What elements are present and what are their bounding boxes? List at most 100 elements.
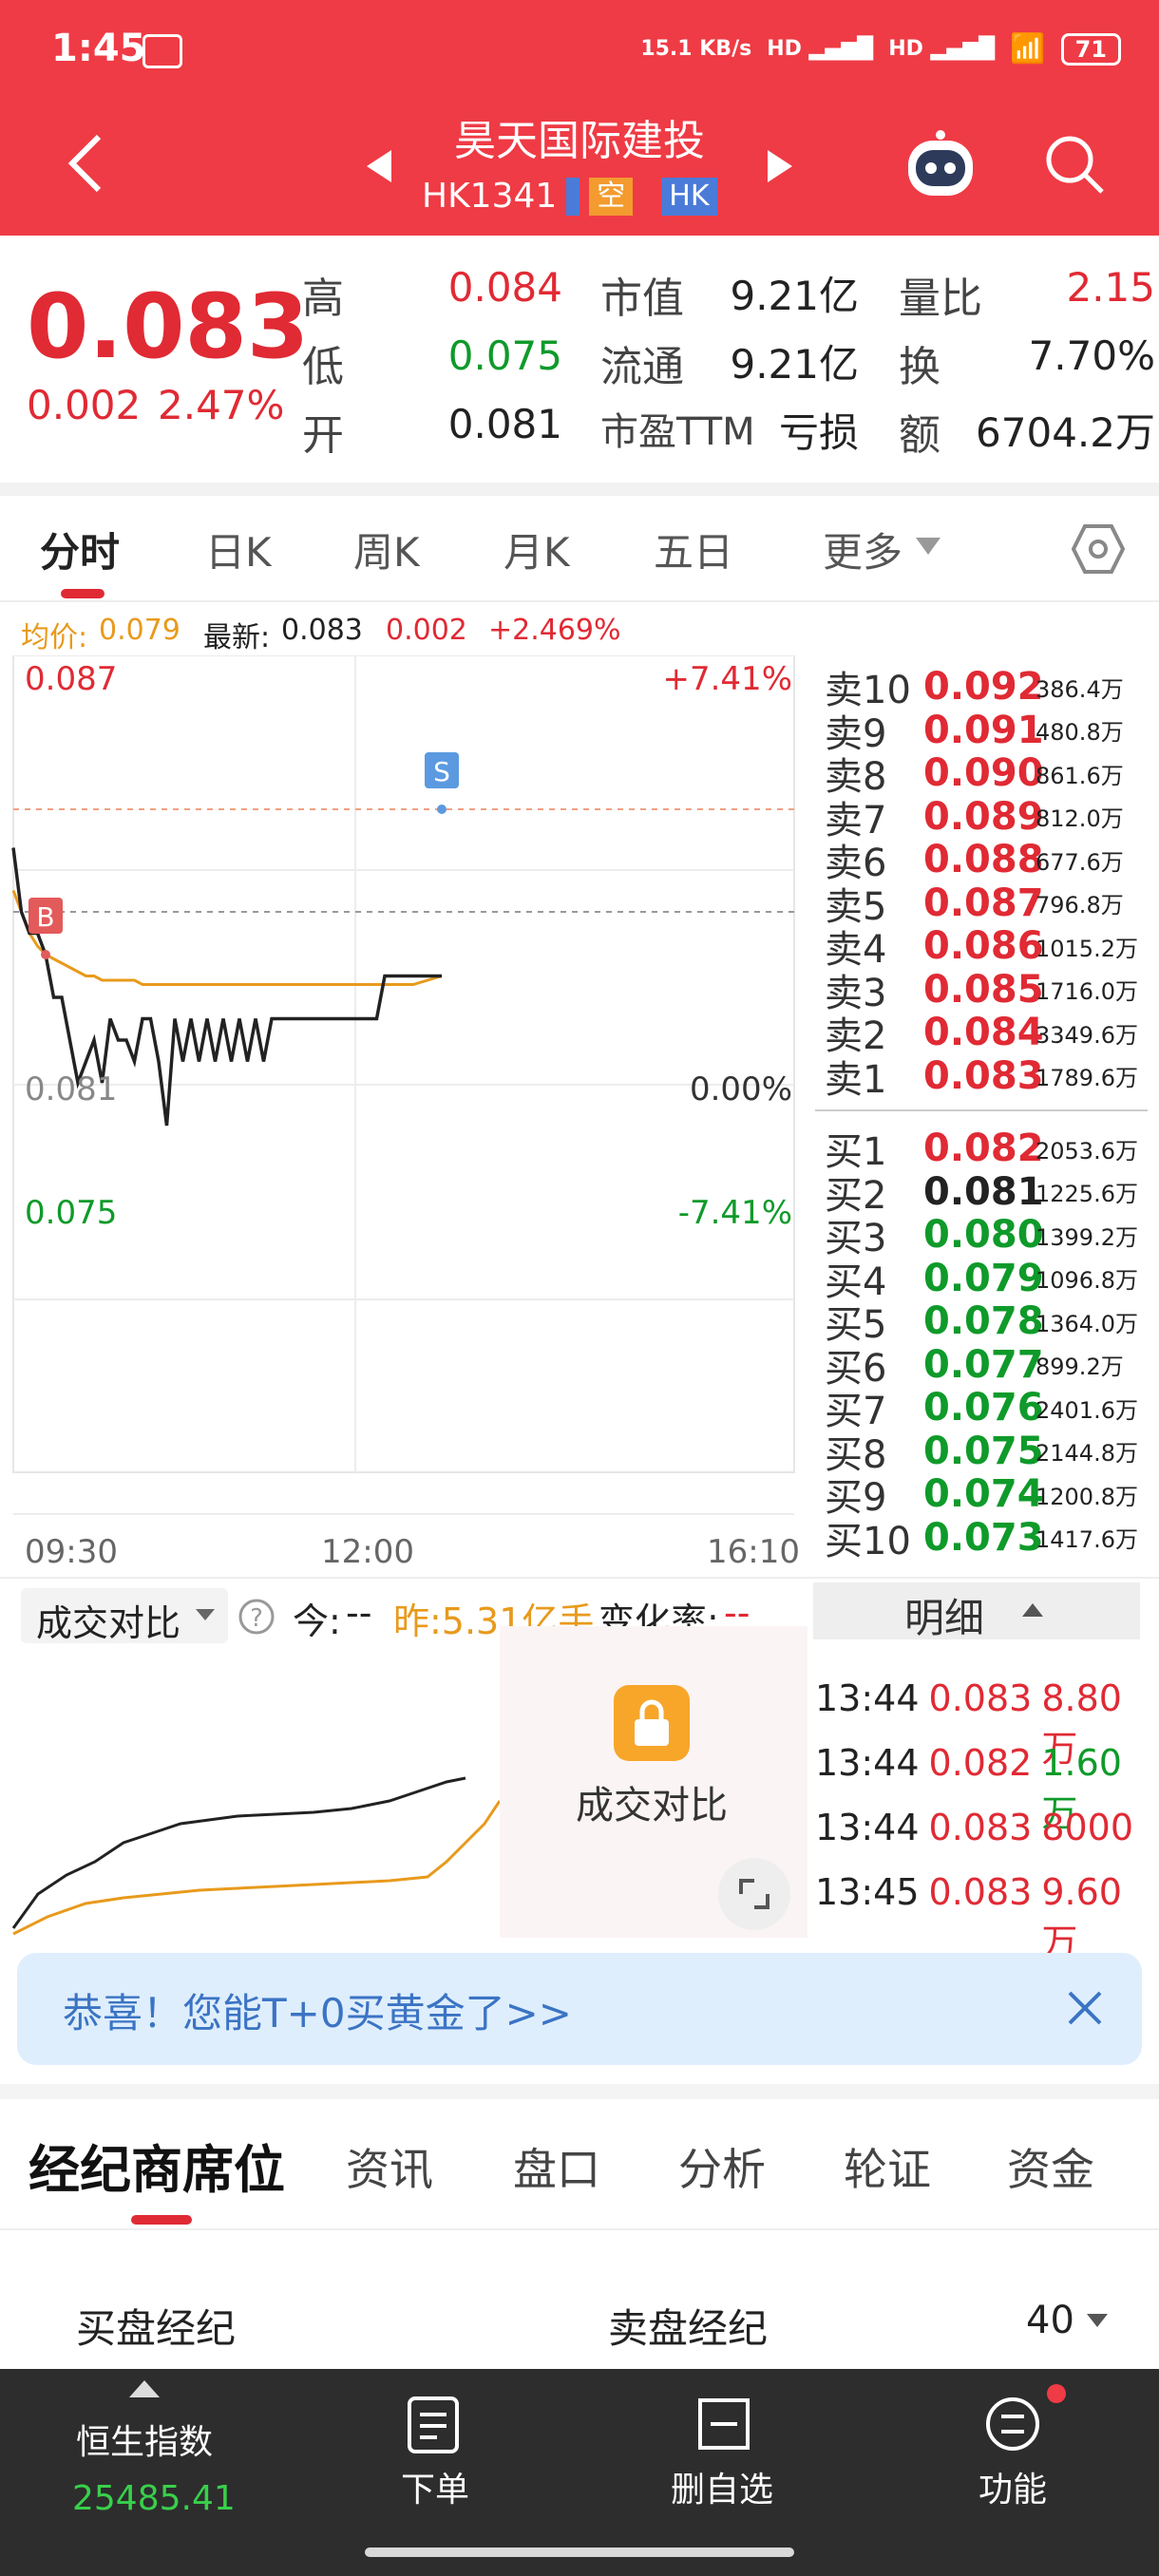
robot-assistant-icon[interactable] xyxy=(902,129,978,199)
detail-title: 明细 xyxy=(904,1595,985,1641)
remove-watchlist-icon[interactable] xyxy=(697,2397,750,2451)
broker-count[interactable]: 40 xyxy=(1026,2299,1074,2342)
tab-weekly-k[interactable]: 周K xyxy=(353,529,420,576)
prev-stock-icon[interactable] xyxy=(367,150,391,182)
order-level-label: 卖5 xyxy=(825,884,887,929)
detail-row: 13:45 0.083 9.60万 xyxy=(815,1871,1138,1965)
ask-row[interactable]: 卖1 0.083 1789.6万 xyxy=(825,1054,1138,1102)
ask-row[interactable]: 卖8 0.090 861.6万 xyxy=(825,751,1138,799)
tab-monthly-k[interactable]: 月K xyxy=(504,529,570,576)
order-price: 0.085 xyxy=(923,967,1044,1012)
sell-broker-label: 卖盘经纪 xyxy=(608,2305,769,2352)
bid-row[interactable]: 买9 0.074 1200.8万 xyxy=(825,1472,1138,1520)
bottom-nav: 恒生指数 25485.41 下单 删自选 功能 xyxy=(0,2369,1159,2576)
search-icon[interactable] xyxy=(1043,133,1106,196)
index-name[interactable]: 恒生指数 xyxy=(76,2423,214,2462)
order-icon[interactable] xyxy=(407,2396,460,2454)
close-icon[interactable] xyxy=(1066,1989,1104,2027)
bid-row[interactable]: 买6 0.077 899.2万 xyxy=(825,1343,1138,1391)
price-change-pct: 2.47% xyxy=(158,382,285,428)
detail-volume: 1.60万 xyxy=(1041,1742,1122,1834)
low-value: 0.075 xyxy=(447,332,562,379)
bid-row[interactable]: 买1 0.082 2053.6万 xyxy=(825,1127,1138,1174)
expand-icon[interactable] xyxy=(716,1856,792,1932)
section-divider-2 xyxy=(0,2084,1159,2099)
detail-price: 0.083 xyxy=(928,1677,1033,1719)
chart-grid xyxy=(12,655,795,1515)
bid-row[interactable]: 买7 0.076 2401.6万 xyxy=(825,1386,1138,1433)
tab-broker[interactable]: 经纪商席位 xyxy=(28,2140,285,2200)
order-level-label: 卖4 xyxy=(825,928,887,972)
tab-five-day[interactable]: 五日 xyxy=(654,529,734,576)
volume-compare-chart xyxy=(11,1776,502,1936)
ask-row[interactable]: 卖10 0.092 386.4万 xyxy=(825,665,1138,712)
notification-icon xyxy=(142,34,182,68)
ask-row[interactable]: 卖2 0.084 3349.6万 xyxy=(825,1011,1138,1058)
settings-hex-icon[interactable] xyxy=(1072,522,1125,576)
ask-row[interactable]: 卖7 0.089 812.0万 xyxy=(825,794,1138,843)
chart-border xyxy=(12,655,795,1473)
status-icons: 15.1 KB/s HD ▂▄▆█ HD ▂▄▆█ 📶 71 xyxy=(640,32,1121,66)
buy-broker-label: 买盘经纪 xyxy=(76,2305,237,2352)
lock-icon xyxy=(614,1685,690,1761)
volratio-value: 2.15 xyxy=(1066,264,1155,311)
turnover-label: 换 xyxy=(899,343,940,391)
tab-market-depth[interactable]: 盘口 xyxy=(513,2144,600,2195)
order-level-label: 买5 xyxy=(825,1303,887,1347)
price-line xyxy=(11,847,442,1127)
order-volume: 677.6万 xyxy=(1036,848,1124,876)
next-stock-icon[interactable] xyxy=(768,150,792,182)
order-book-divider xyxy=(815,1109,1148,1111)
high-value: 0.084 xyxy=(447,264,562,311)
detail-header[interactable]: 明细 xyxy=(813,1582,1140,1641)
ask-row[interactable]: 卖6 0.088 677.6万 xyxy=(825,838,1138,885)
bid-row[interactable]: 买2 0.081 1225.6万 xyxy=(825,1170,1138,1218)
marker-box xyxy=(28,898,63,934)
bid-row[interactable]: 买5 0.078 1364.0万 xyxy=(825,1299,1138,1347)
ask-row[interactable]: 卖9 0.091 480.8万 xyxy=(825,709,1138,756)
ask-row[interactable]: 卖3 0.085 1716.0万 xyxy=(825,967,1138,1015)
ask-row[interactable]: 卖4 0.086 1015.2万 xyxy=(825,924,1138,972)
tab-analysis[interactable]: 分析 xyxy=(678,2144,766,2195)
signal-icon: HD ▂▄▆█ xyxy=(767,37,874,61)
function-button[interactable]: 功能 xyxy=(978,2471,1048,2510)
bid-row[interactable]: 买4 0.079 1096.8万 xyxy=(825,1257,1138,1304)
locked-overlay[interactable]: 成交对比 xyxy=(500,1626,808,1938)
tab-daily-k[interactable]: 日K xyxy=(205,529,272,576)
order-volume: 1015.2万 xyxy=(1036,935,1138,962)
order-price: 0.074 xyxy=(923,1472,1044,1516)
ask-row[interactable]: 卖5 0.087 796.8万 xyxy=(825,881,1138,929)
help-icon[interactable]: ? xyxy=(238,1598,276,1636)
order-button[interactable]: 下单 xyxy=(401,2471,470,2510)
detail-row: 13:44 0.082 1.60万 xyxy=(815,1742,1138,1836)
tab-more[interactable]: 更多 xyxy=(823,529,903,576)
order-volume: 1364.0万 xyxy=(1036,1310,1138,1337)
info-change-pct: +2.469% xyxy=(488,614,621,647)
back-icon[interactable] xyxy=(66,133,104,194)
tab-capital[interactable]: 资金 xyxy=(1007,2144,1094,2195)
detail-volume: 8000 xyxy=(1041,1807,1134,1848)
marker-dot xyxy=(41,950,50,959)
tab-intraday[interactable]: 分时 xyxy=(40,529,121,576)
promo-banner[interactable]: 恭喜！您能T+0买黄金了>> xyxy=(17,1953,1142,2065)
function-icon[interactable] xyxy=(984,2396,1041,2453)
y-min-label: 0.075 xyxy=(25,1194,117,1232)
home-indicator xyxy=(365,2548,794,2557)
order-price: 0.089 xyxy=(923,794,1044,839)
x-label-close: 16:10 xyxy=(707,1533,800,1571)
low-label: 低 xyxy=(302,343,344,391)
volume-compare-dropdown[interactable]: 成交对比 xyxy=(21,1588,228,1644)
avg-label: 均价: xyxy=(21,621,88,654)
bid-row[interactable]: 买3 0.080 1399.2万 xyxy=(825,1213,1138,1260)
remove-watchlist-button[interactable]: 删自选 xyxy=(671,2471,774,2510)
bid-row[interactable]: 买10 0.073 1417.6万 xyxy=(825,1516,1138,1563)
today-value: -- xyxy=(346,1592,372,1634)
order-volume: 796.8万 xyxy=(1036,892,1124,919)
detail-volume: 8.80万 xyxy=(1041,1677,1122,1770)
tab-warrants[interactable]: 轮证 xyxy=(844,2144,931,2195)
order-level-label: 买1 xyxy=(825,1130,887,1174)
chevron-up-icon[interactable] xyxy=(129,2378,160,2397)
intraday-chart[interactable]: BS 0.087 0.075 0.081 +7.41% -7.41% 0.00% xyxy=(0,655,808,1586)
tab-news[interactable]: 资讯 xyxy=(346,2144,433,2195)
bid-row[interactable]: 买8 0.075 2144.8万 xyxy=(825,1430,1138,1477)
